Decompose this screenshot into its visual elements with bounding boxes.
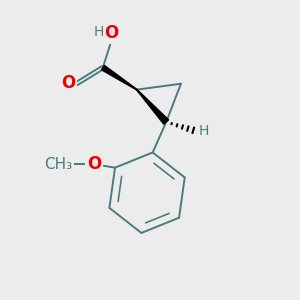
Text: O: O — [87, 155, 101, 173]
Text: O: O — [61, 74, 76, 92]
Text: H: H — [93, 25, 104, 39]
Polygon shape — [101, 65, 137, 90]
Text: CH₃: CH₃ — [44, 157, 73, 172]
Text: O: O — [105, 24, 119, 42]
Polygon shape — [136, 89, 169, 124]
Text: H: H — [199, 124, 209, 138]
